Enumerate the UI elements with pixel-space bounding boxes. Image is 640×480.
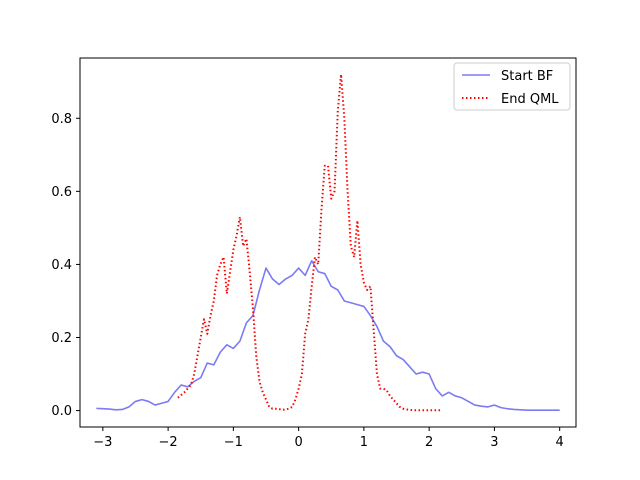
x-tick-label: 3 xyxy=(490,435,498,450)
x-tick-label: −3 xyxy=(93,435,112,450)
series-line-start-bf xyxy=(96,259,560,411)
legend-label-start-bf: Start BF xyxy=(501,69,553,84)
x-tick-label: −2 xyxy=(159,435,178,450)
plot-area xyxy=(80,58,576,427)
legend: Start BF End QML xyxy=(453,62,571,111)
x-tick-label: 1 xyxy=(360,435,368,450)
series-layer xyxy=(96,73,560,412)
y-tick-label: 0.0 xyxy=(51,404,72,419)
y-tick-label: 0.2 xyxy=(51,331,72,346)
x-tick-label: 4 xyxy=(556,435,564,450)
y-tick-label: 0.8 xyxy=(51,112,72,127)
y-tick-label: 0.4 xyxy=(51,258,72,273)
legend-label-end-qml: End QML xyxy=(501,92,559,107)
x-axis: −3 −2 −1 0 1 2 3 4 xyxy=(93,427,564,450)
x-tick-label: 0 xyxy=(294,435,302,450)
axes-frame xyxy=(79,57,577,428)
x-tick-label: 2 xyxy=(425,435,433,450)
y-tick-label: 0.6 xyxy=(51,185,72,200)
y-axis: 0.0 0.2 0.4 0.6 0.8 xyxy=(51,112,80,419)
x-tick-label: −1 xyxy=(224,435,243,450)
